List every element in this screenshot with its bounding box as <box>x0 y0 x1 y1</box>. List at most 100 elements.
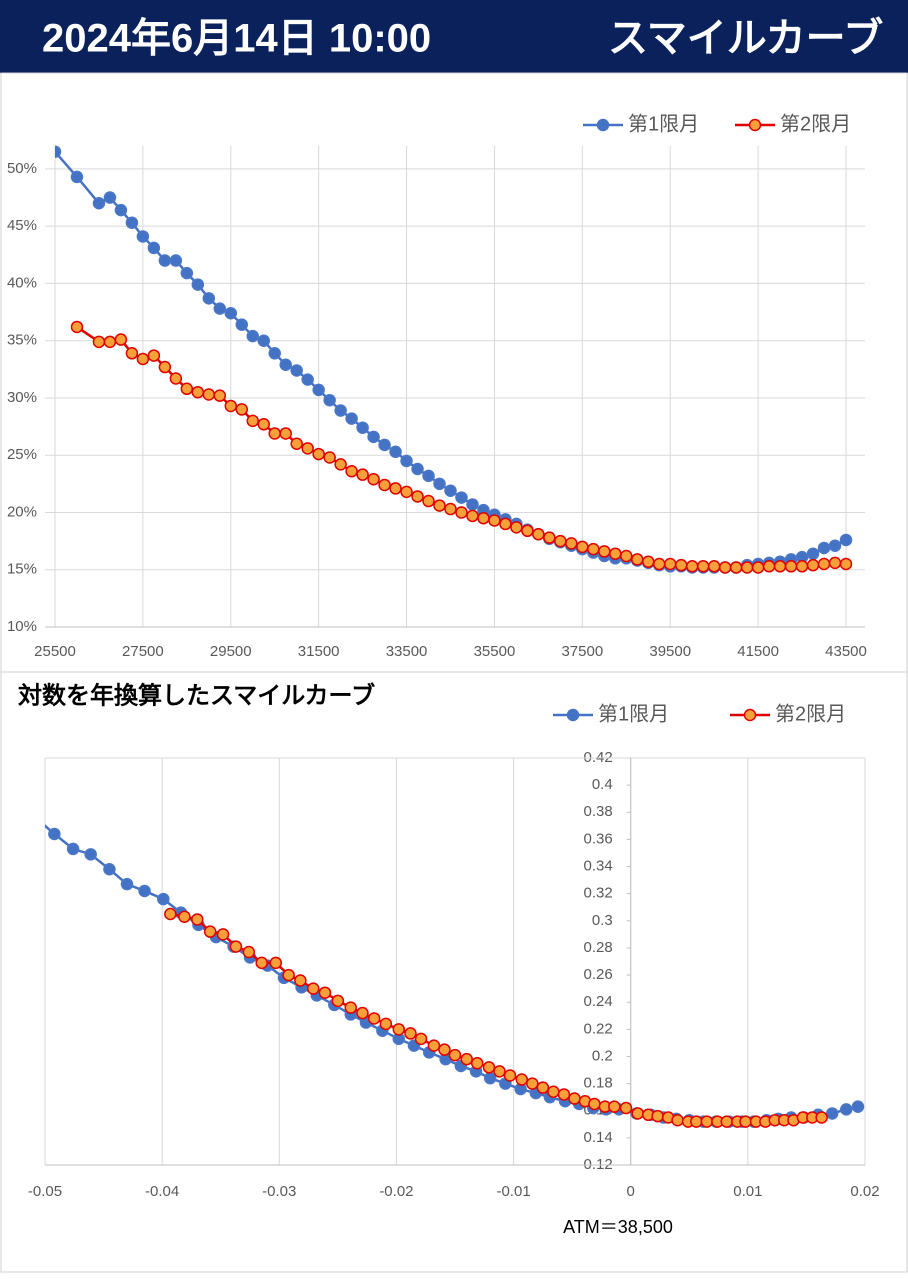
point <box>138 884 151 898</box>
point <box>762 560 776 573</box>
point <box>483 1071 497 1085</box>
point <box>158 254 172 267</box>
point <box>825 1107 839 1120</box>
x-tick-label: 0.02 <box>850 1183 879 1200</box>
point <box>619 1101 633 1115</box>
point <box>157 892 170 906</box>
point <box>411 462 424 476</box>
point <box>773 560 787 573</box>
x-tick-label: -0.03 <box>262 1183 296 1200</box>
plot-area <box>55 145 853 574</box>
x-tick-label: 33500 <box>386 643 428 660</box>
point <box>235 403 249 416</box>
point <box>493 1065 506 1078</box>
point <box>213 389 227 402</box>
point <box>147 241 161 255</box>
point <box>345 464 358 478</box>
y-tick-label: 0.12 <box>584 1156 613 1173</box>
y-tick-label: 0.38 <box>584 803 613 820</box>
point <box>554 534 567 548</box>
x-tick-label: 0.01 <box>733 1183 762 1200</box>
point <box>466 498 479 511</box>
point <box>367 473 380 486</box>
x-tick-label: 31500 <box>298 643 340 660</box>
point <box>334 458 347 471</box>
point <box>828 556 842 570</box>
point <box>815 1111 828 1124</box>
point <box>103 191 117 204</box>
point <box>651 1109 664 1123</box>
x-tick-label: 37500 <box>561 643 603 660</box>
point <box>213 302 227 315</box>
point <box>389 482 402 495</box>
point <box>839 533 853 547</box>
point <box>114 203 128 217</box>
point <box>356 468 369 481</box>
point <box>422 494 435 508</box>
y-tick-label: 10% <box>7 618 37 635</box>
point <box>588 1097 601 1111</box>
y-tick-label: 0.42 <box>584 749 613 766</box>
point <box>257 334 270 347</box>
point <box>125 216 139 229</box>
point <box>828 539 842 552</box>
point <box>620 549 633 563</box>
point <box>532 527 545 541</box>
y-tick-label: 30% <box>7 389 37 406</box>
y-tick-label: 15% <box>7 561 37 578</box>
y-tick-label: 0.4 <box>592 776 613 793</box>
y-tick-label: 35% <box>7 332 37 349</box>
point <box>224 306 238 320</box>
point <box>103 862 116 876</box>
point <box>70 320 84 334</box>
x-tick-label: 39500 <box>649 643 691 660</box>
point <box>389 445 402 459</box>
point <box>279 427 292 440</box>
point <box>631 1107 644 1120</box>
point <box>294 974 307 987</box>
point <box>685 560 699 573</box>
point <box>400 485 413 499</box>
point <box>312 383 325 397</box>
legend-label: 第1限月 <box>628 112 699 135</box>
point <box>482 1061 496 1074</box>
point <box>510 521 523 534</box>
point <box>290 364 303 377</box>
point <box>180 266 194 280</box>
point <box>367 1012 381 1025</box>
point <box>279 358 292 371</box>
point <box>191 278 205 291</box>
point <box>257 418 270 431</box>
point <box>557 1088 571 1101</box>
legend-marker <box>743 708 757 722</box>
point <box>70 170 84 184</box>
y-tick-label: 0.32 <box>584 885 613 902</box>
point <box>404 1027 417 1040</box>
point <box>246 414 259 428</box>
point <box>224 399 238 413</box>
point <box>255 956 268 970</box>
point <box>477 511 490 525</box>
y-tick-label: 0.26 <box>584 966 613 983</box>
y-tick-label: 25% <box>7 446 37 463</box>
y-tick-label: 40% <box>7 274 37 291</box>
point <box>720 1115 734 1128</box>
chart-title: 対数を年換算したスマイルカーブ <box>18 681 375 709</box>
point <box>460 1052 473 1066</box>
x-tick-label: -0.01 <box>496 1183 530 1200</box>
point <box>334 404 347 417</box>
point <box>448 1048 462 1062</box>
header-title: スマイルカーブ <box>608 16 883 61</box>
point <box>690 1115 703 1128</box>
point <box>718 561 732 574</box>
x-tick-label: 29500 <box>210 643 252 660</box>
legend-label: 第1限月 <box>598 702 669 725</box>
point <box>444 484 457 497</box>
point <box>696 560 710 573</box>
point <box>427 1039 441 1052</box>
point <box>851 1100 865 1113</box>
point <box>652 557 666 571</box>
point <box>268 427 281 440</box>
plot-area <box>45 824 865 1128</box>
legend-marker <box>748 118 762 132</box>
